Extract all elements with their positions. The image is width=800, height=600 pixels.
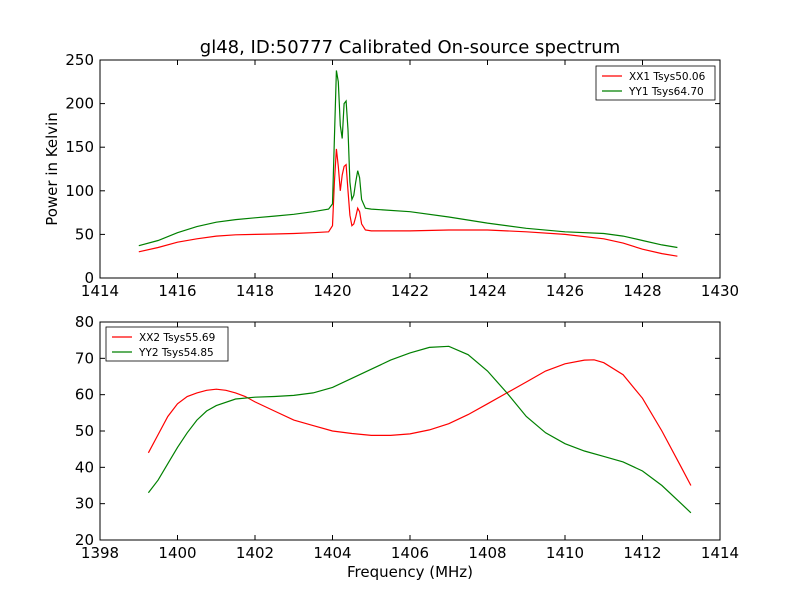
top-plot-panel: 1414 1416 1418 1420 1422 1424 1426 1428 1430 0 50 1…: [65, 51, 739, 300]
top-legend: XX1 Tsys50.06 YY1 Tsys64.70: [595, 65, 716, 101]
top-y-tick-label: 0: [84, 269, 94, 287]
bottom-x-axis-label: Frequency (MHz): [347, 563, 473, 581]
bottom-x-tick-label: 1412: [623, 544, 661, 562]
bottom-series-line-1: [147, 359, 692, 486]
bottom-x-tick-label: 1410: [546, 544, 584, 562]
top-x-tick-label: 1422: [391, 282, 429, 300]
top-x-tick-label: 1428: [623, 282, 661, 300]
top-x-tick-label: 1430: [701, 282, 739, 300]
bottom-x-tick-label: 1414: [701, 544, 739, 562]
bottom-plot-panel: 1398 1400 1402 1404 1406 1408 1410 1412 1414 20 30…: [75, 313, 739, 562]
bottom-y-tick-label: 70: [75, 349, 94, 367]
bottom-x-tick-label: 1408: [468, 544, 506, 562]
bottom-legend-box: [105, 326, 229, 362]
bottom-x-tick-label: 1400: [158, 544, 196, 562]
bottom-x-tick-label: 1402: [236, 544, 274, 562]
top-x-tick-label: 1414: [81, 282, 119, 300]
top-legend-box: [595, 65, 716, 101]
bottom-x-tick-label: 1406: [391, 544, 429, 562]
bottom-legend: XX2 Tsys55.69 YY2 Tsys54.85: [105, 326, 229, 362]
top-x-tick-label: 1426: [546, 282, 584, 300]
bottom-y-tick-label: 60: [75, 386, 94, 404]
top-y-tick-label: 150: [65, 138, 94, 156]
top-legend-label: YY1 Tsys64.70: [628, 86, 704, 98]
top-x-tick-label: 1424: [468, 282, 506, 300]
top-y-tick-label: 100: [65, 182, 94, 200]
top-legend-label: XX1 Tsys50.06: [629, 71, 706, 83]
bottom-y-tick-label: 20: [75, 531, 94, 549]
bottom-legend-label: YY2 Tsys54.85: [138, 347, 214, 359]
top-series-line-2: [138, 70, 678, 249]
bottom-y-tick-label: 30: [75, 495, 94, 513]
top-x-tick-label: 1416: [158, 282, 196, 300]
bottom-x-tick-label: 1398: [81, 544, 119, 562]
bottom-y-tick-label: 50: [75, 422, 94, 440]
top-y-tick-label: 250: [65, 51, 94, 69]
top-y-tick-label: 200: [65, 95, 94, 113]
bottom-x-tick-label: 1404: [313, 544, 351, 562]
top-y-tick-label: 50: [75, 225, 94, 243]
bottom-series-line-2: [147, 345, 692, 514]
bottom-y-tick-label: 80: [75, 313, 94, 331]
top-series-line-1: [138, 148, 678, 257]
top-y-axis-label: Power in Kelvin: [43, 112, 61, 226]
chart-title: gl48, ID:50777 Calibrated On-source spec…: [200, 37, 620, 58]
bottom-legend-label: XX2 Tsys55.69: [139, 332, 215, 344]
bottom-y-tick-label: 40: [75, 458, 94, 476]
top-x-tick-label: 1420: [313, 282, 351, 300]
top-x-tick-label: 1418: [236, 282, 274, 300]
